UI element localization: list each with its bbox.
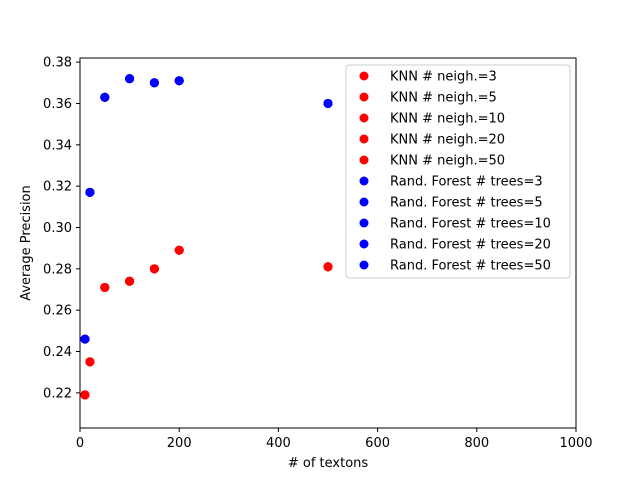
legend-label: Rand. Forest # trees=20 <box>390 238 551 253</box>
data-point <box>149 264 159 274</box>
plot-frame <box>79 57 577 429</box>
data-point <box>125 74 135 84</box>
legend-marker <box>359 260 369 270</box>
legend-label: Rand. Forest # trees=10 <box>390 217 551 232</box>
data-point <box>149 78 159 88</box>
legend-marker <box>359 113 369 123</box>
y-tick-label: 0.28 <box>43 262 72 277</box>
legend-marker <box>359 155 369 165</box>
legend-marker <box>359 239 369 249</box>
legend-label: KNN # neigh.=50 <box>390 154 505 169</box>
y-tick-label: 0.36 <box>43 97 72 112</box>
data-point <box>323 98 333 108</box>
x-tick-label: 800 <box>464 436 489 451</box>
y-tick-label: 0.34 <box>43 138 72 153</box>
x-tick-label: 1000 <box>559 436 592 451</box>
legend-label: KNN # neigh.=20 <box>390 133 505 148</box>
data-point <box>80 390 90 400</box>
legend-label: KNN # neigh.=10 <box>390 112 505 127</box>
y-tick-label: 0.22 <box>43 386 72 401</box>
legend: KNN # neigh.=3 KNN # neigh.=5 KNN # neigh.… <box>345 64 571 279</box>
data-point <box>174 76 184 86</box>
data-point <box>85 357 95 367</box>
legend-marker <box>359 218 369 228</box>
data-point <box>323 262 333 272</box>
legend-label: Rand. Forest # trees=3 <box>390 175 543 190</box>
x-axis: 0 200 400 600 800 1000 <box>76 428 593 451</box>
legend-label: Rand. Forest # trees=5 <box>390 196 543 211</box>
x-tick-label: 200 <box>167 436 192 451</box>
data-point <box>80 334 90 344</box>
y-axis: 0.22 0.24 0.26 0.28 0.30 0.32 0.34 0.36 0.38 <box>43 56 80 401</box>
data-point <box>85 187 95 197</box>
legend-box <box>345 64 571 279</box>
legend-marker <box>359 134 369 144</box>
legend-label: KNN # neigh.=5 <box>390 91 497 106</box>
x-tick-label: 600 <box>365 436 390 451</box>
data-point <box>100 92 110 102</box>
x-axis-label: # of textons <box>288 456 369 471</box>
legend-marker <box>359 197 369 207</box>
points-layer <box>80 74 333 400</box>
y-tick-label: 0.26 <box>43 304 72 319</box>
data-point <box>125 276 135 286</box>
y-tick-label: 0.24 <box>43 345 72 360</box>
legend-marker <box>359 71 369 81</box>
x-tick-label: 400 <box>266 436 291 451</box>
data-point <box>174 245 184 255</box>
y-tick-label: 0.38 <box>43 56 72 71</box>
legend-marker <box>359 92 369 102</box>
y-tick-label: 0.30 <box>43 221 72 236</box>
x-tick-label: 0 <box>76 436 84 451</box>
legend-label: KNN # neigh.=3 <box>390 70 497 85</box>
legend-label: Rand. Forest # trees=50 <box>390 259 551 274</box>
y-tick-label: 0.32 <box>43 180 72 195</box>
legend-marker <box>359 176 369 186</box>
y-axis-label: Average Precision <box>19 185 34 301</box>
data-point <box>100 282 110 292</box>
